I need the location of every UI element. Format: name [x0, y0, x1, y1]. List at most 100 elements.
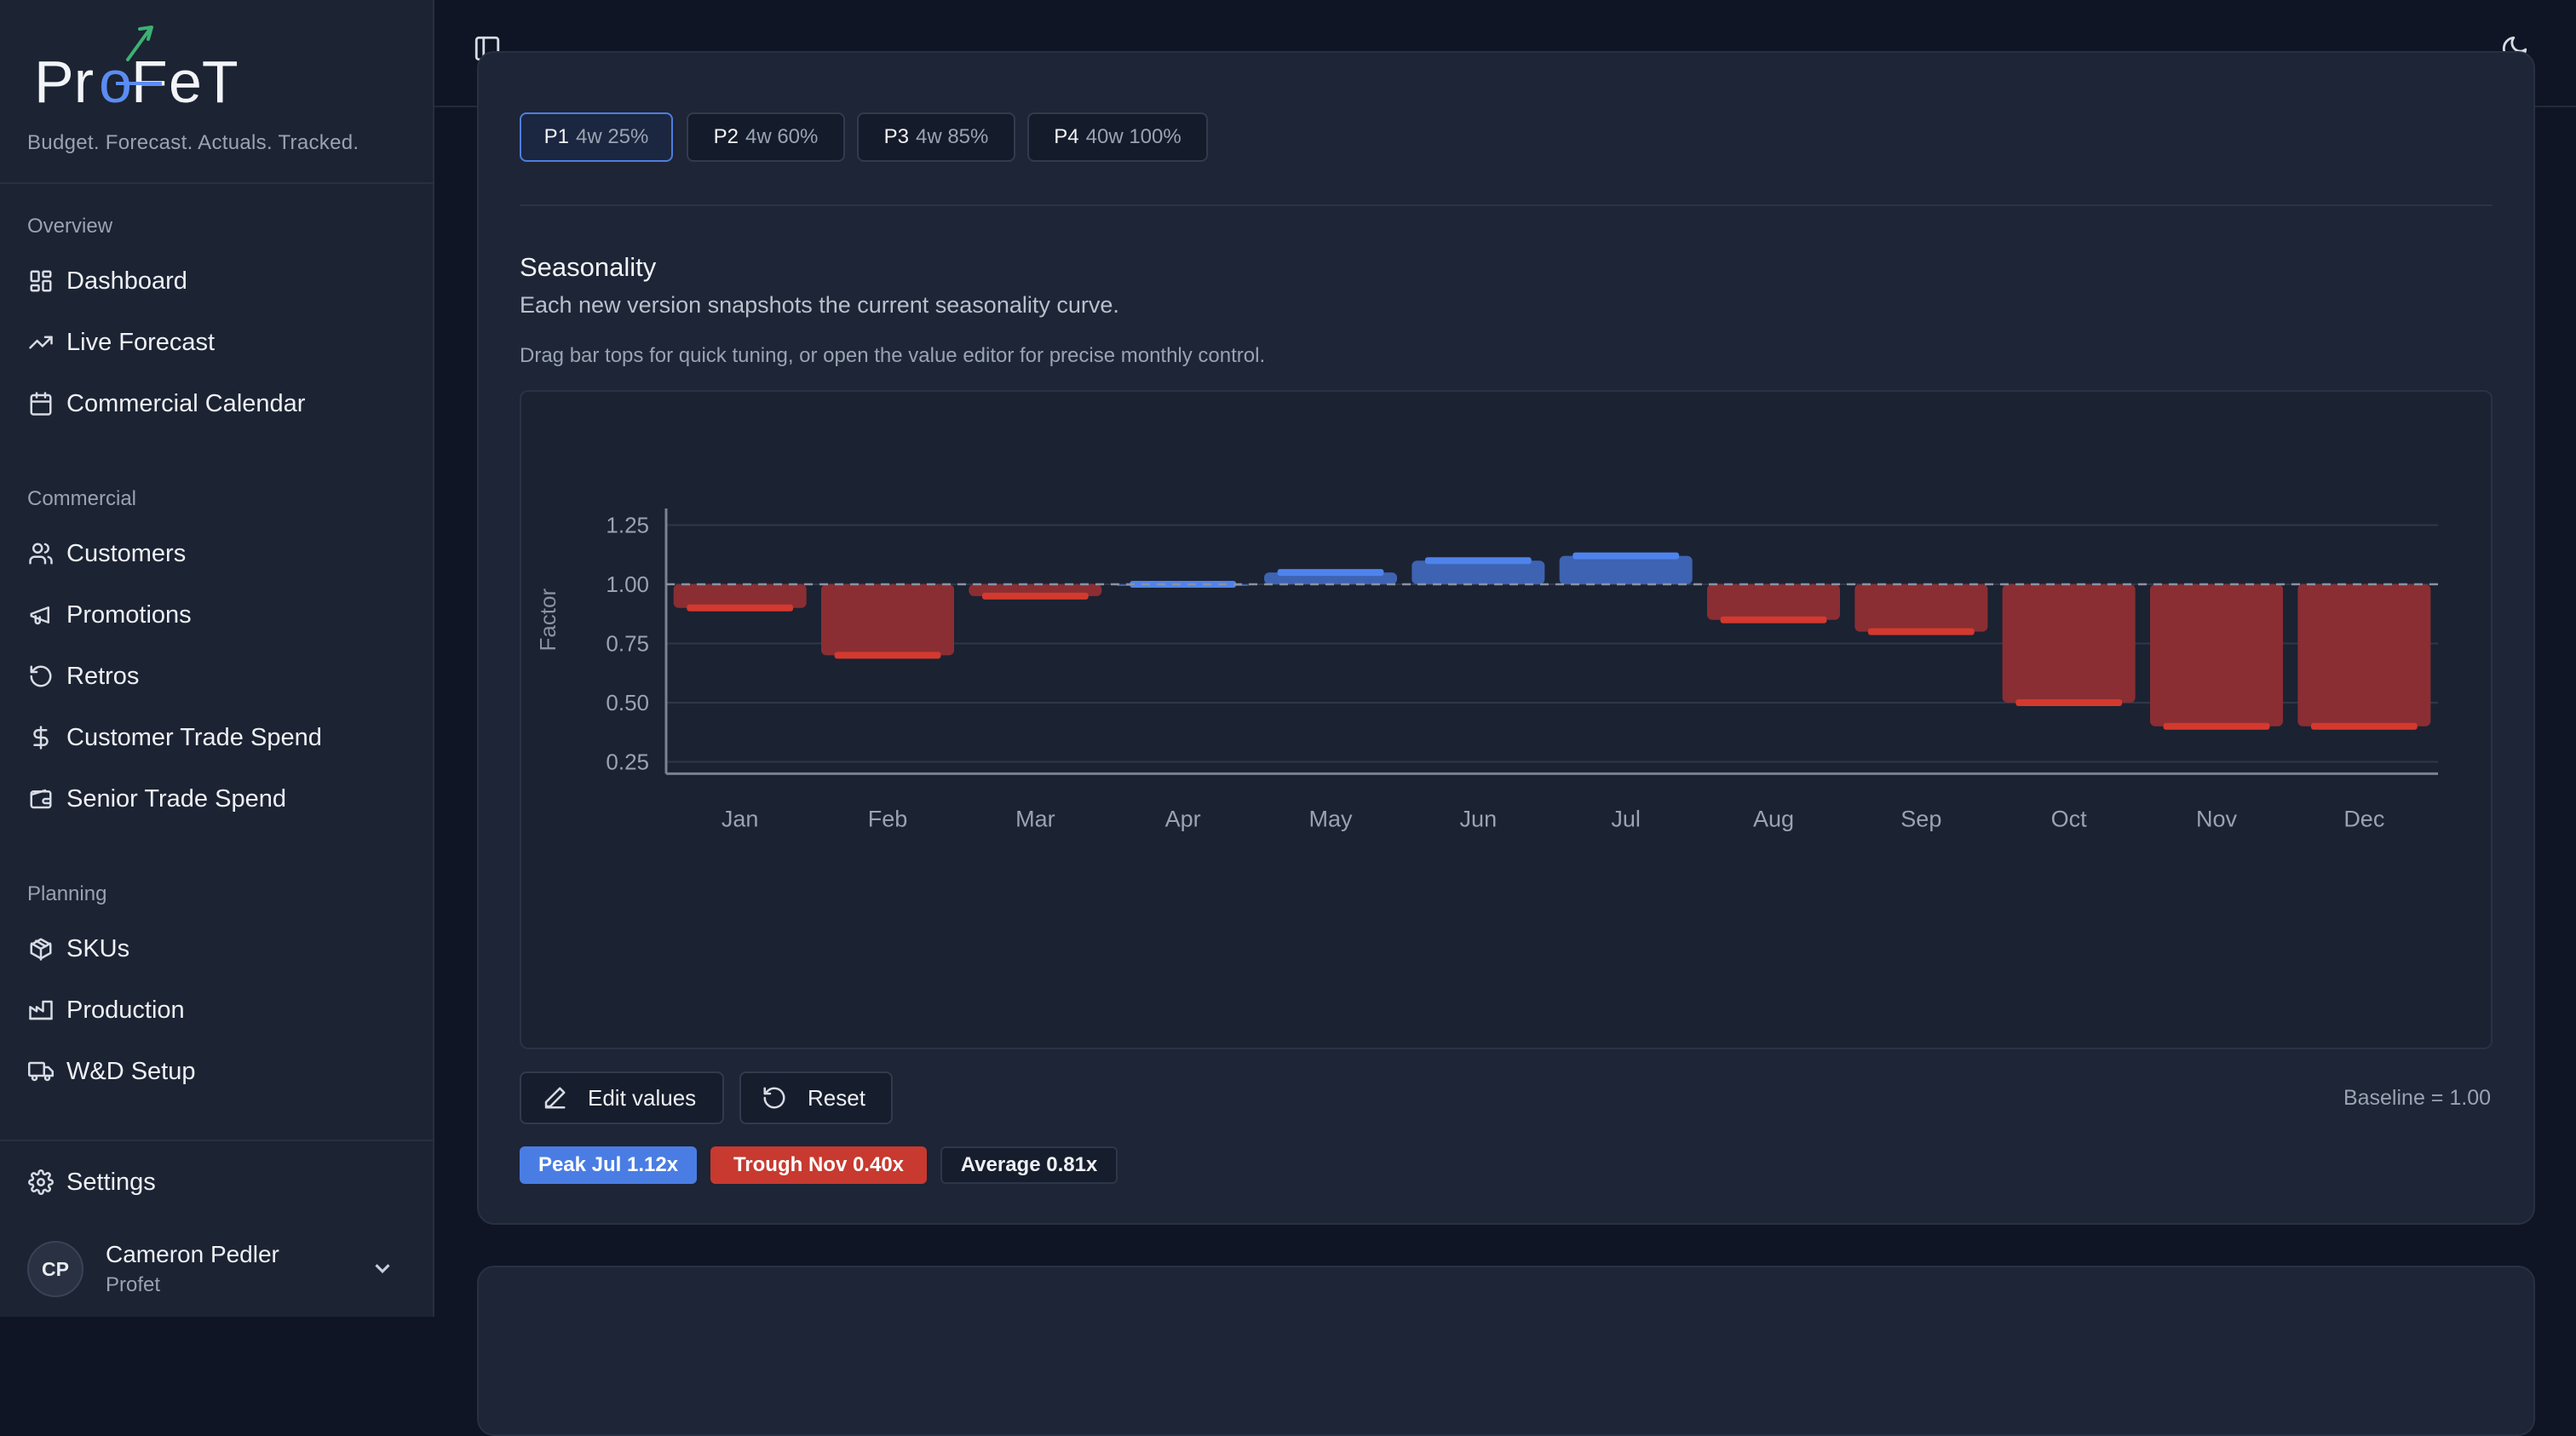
bar-handle-feb: [834, 652, 941, 659]
trough-badge: Trough Nov 0.40x: [710, 1146, 927, 1184]
sidebar-item-promotions[interactable]: Promotions: [14, 589, 417, 640]
user-menu[interactable]: CP Cameron Pedler Profet: [14, 1233, 417, 1305]
sidebar-item-label: Senior Trade Spend: [66, 784, 286, 813]
bar-dec: [2297, 584, 2431, 727]
users-icon: [27, 540, 55, 567]
pencil-icon: [521, 1085, 567, 1111]
trending-up-icon: [27, 329, 55, 356]
phase-detail: 4w 85%: [915, 125, 989, 148]
sidebar-item-label: Customers: [66, 539, 187, 567]
sidebar: Pr o F eT Budget. Forecast. Actuals. Tra…: [0, 0, 434, 1317]
y-axis-label: Factor: [535, 589, 561, 652]
sidebar-item-label: Production: [66, 996, 185, 1024]
bar-handle-mar: [981, 592, 1089, 600]
bar-handle-dec: [2310, 722, 2418, 730]
bar-sep: [1854, 584, 1988, 632]
bar-handle-oct: [2015, 699, 2123, 706]
section-hint: Drag bar tops for quick tuning, or open …: [520, 344, 1266, 367]
x-tick-label: Jan: [722, 806, 759, 831]
reset-label: Reset: [808, 1084, 865, 1111]
bar-jul: [1559, 555, 1693, 584]
calendar-icon: [27, 390, 55, 417]
x-tick-label: Jul: [1611, 806, 1641, 831]
phase-name: P2: [713, 125, 739, 148]
svg-text:eT: eT: [169, 49, 239, 115]
x-tick-label: Jun: [1460, 806, 1498, 831]
card-divider: [520, 204, 2493, 206]
phase-detail: 4w 60%: [745, 125, 819, 148]
sidebar-item-label: Commercial Calendar: [66, 389, 306, 417]
bar-nov: [2150, 584, 2283, 727]
average-badge: Average 0.81x: [940, 1146, 1118, 1184]
gear-icon: [27, 1169, 55, 1196]
chevron-down-icon: [370, 1255, 395, 1281]
phase-name: P4: [1054, 125, 1079, 148]
bar-handle-sep: [1867, 628, 1975, 635]
x-tick-label: Dec: [2343, 806, 2384, 831]
wallet-icon: [27, 785, 55, 813]
sidebar-item-wd-setup[interactable]: W&D Setup: [14, 1046, 417, 1097]
seasonality-chart[interactable]: 1.25 1.00 0.75 0.50 0.25 Factor Jan Feb Mar Apr Ma…: [520, 390, 2493, 1049]
bar-aug: [1707, 584, 1840, 620]
phase-button-p1[interactable]: P1 4w 25%: [520, 112, 673, 162]
sidebar-item-retros[interactable]: Retros: [14, 651, 417, 702]
package-icon: [27, 935, 55, 962]
bar-handle-jan: [687, 604, 794, 612]
bar-jan: [673, 584, 807, 608]
dollar-icon: [27, 724, 55, 751]
user-info: Cameron Pedler Profet: [106, 1241, 279, 1297]
bar-feb: [821, 584, 954, 656]
sidebar-item-skus[interactable]: SKUs: [14, 923, 417, 974]
sidebar-item-label: SKUs: [66, 934, 130, 962]
bar-handle-may: [1277, 569, 1384, 577]
y-tick-label: 0.50: [606, 690, 649, 715]
x-tick-label: Feb: [868, 806, 908, 831]
svg-text:Pr: Pr: [34, 49, 94, 115]
section-label-commercial: Commercial: [27, 487, 137, 510]
bar-handle-apr: [1130, 581, 1237, 588]
sidebar-item-label: Settings: [66, 1168, 156, 1196]
sidebar-item-label: Live Forecast: [66, 328, 216, 356]
bar-handle-aug: [1720, 616, 1827, 623]
x-tick-label: May: [1308, 806, 1353, 831]
sidebar-item-label: Customer Trade Spend: [66, 723, 322, 751]
sidebar-item-settings[interactable]: Settings: [14, 1157, 417, 1208]
phase-button-p4[interactable]: P4 40w 100%: [1027, 112, 1208, 162]
bar-handle-jun: [1424, 557, 1532, 565]
sidebar-item-live-forecast[interactable]: Live Forecast: [14, 317, 417, 368]
user-name: Cameron Pedler: [106, 1241, 279, 1267]
x-tick-label: Nov: [2196, 806, 2238, 831]
sidebar-item-commercial-calendar[interactable]: Commercial Calendar: [14, 378, 417, 429]
phase-detail: 4w 25%: [575, 125, 649, 148]
sidebar-item-customers[interactable]: Customers: [14, 528, 417, 579]
sidebar-item-customer-trade-spend[interactable]: Customer Trade Spend: [14, 712, 417, 763]
dashboard-icon: [27, 267, 55, 295]
sidebar-item-label: Promotions: [66, 600, 192, 629]
megaphone-icon: [27, 601, 55, 629]
phase-name: P3: [883, 125, 909, 148]
profet-logo: Pr o F eT: [34, 22, 256, 116]
sidebar-item-production[interactable]: Production: [14, 985, 417, 1036]
tagline: Budget. Forecast. Actuals. Tracked.: [27, 131, 359, 154]
rotate-ccw-icon: [741, 1085, 787, 1111]
sidebar-item-senior-trade-spend[interactable]: Senior Trade Spend: [14, 773, 417, 824]
edit-values-button[interactable]: Edit values: [520, 1071, 724, 1124]
sidebar-item-label: W&D Setup: [66, 1057, 196, 1085]
x-tick-label: Apr: [1165, 806, 1201, 831]
bar-jun: [1412, 560, 1545, 584]
reset-button[interactable]: Reset: [739, 1071, 893, 1124]
section-label-overview: Overview: [27, 215, 113, 238]
sidebar-item-label: Retros: [66, 662, 140, 690]
sidebar-item-label: Dashboard: [66, 267, 187, 295]
phase-button-p3[interactable]: P3 4w 85%: [857, 112, 1015, 162]
y-tick-label: 1.25: [606, 513, 649, 538]
phase-button-p2[interactable]: P2 4w 60%: [687, 112, 845, 162]
sidebar-divider: [0, 182, 434, 184]
sidebar-item-dashboard[interactable]: Dashboard: [14, 256, 417, 307]
edit-values-label: Edit values: [588, 1084, 697, 1111]
x-tick-label: Sep: [1900, 806, 1941, 831]
bar-handle-nov: [2163, 722, 2270, 730]
sidebar-divider: [0, 1140, 434, 1141]
y-tick-label: 0.25: [606, 750, 649, 775]
x-tick-label: Mar: [1015, 806, 1055, 831]
